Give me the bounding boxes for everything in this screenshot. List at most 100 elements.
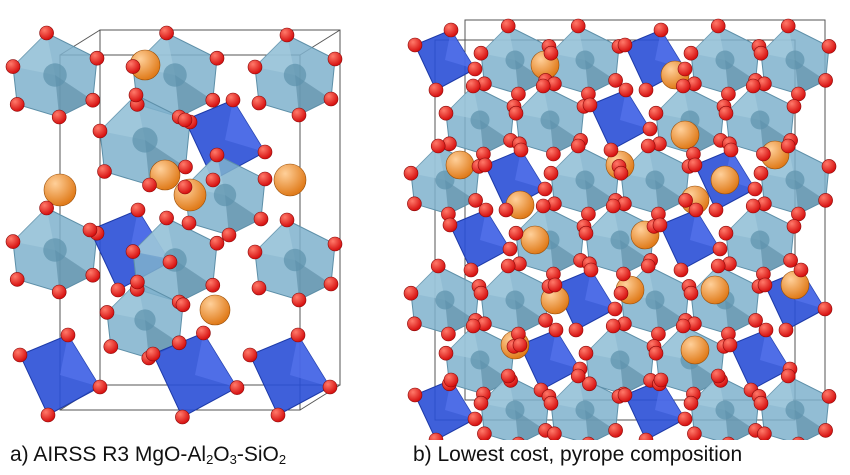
oxygen-atom xyxy=(570,368,586,384)
oxygen-atom xyxy=(443,22,459,38)
oxygen-atom xyxy=(723,142,739,158)
octahedron-a xyxy=(254,34,336,116)
mg-atom xyxy=(43,173,77,207)
oxygen-atom xyxy=(640,258,656,274)
oxygen-atom xyxy=(582,436,595,440)
oxygen-atom xyxy=(473,45,489,61)
oxygen-atom xyxy=(783,253,798,268)
oxygen-atom xyxy=(710,258,726,274)
oxygen-atom xyxy=(323,276,339,292)
oxygen-atom xyxy=(818,73,833,88)
structure-b-render xyxy=(403,18,837,440)
oxygen-atom xyxy=(753,165,769,181)
oxygen-atom xyxy=(708,202,724,218)
oxygen-atom xyxy=(51,284,67,300)
oxygen-atom xyxy=(535,198,551,214)
oxygen-atom xyxy=(718,225,734,241)
mg-atom xyxy=(520,225,550,255)
oxygen-atom xyxy=(638,432,654,440)
oxygen-atom xyxy=(82,222,98,238)
tetrahedron-a xyxy=(184,99,266,181)
oxygen-atom xyxy=(721,86,736,102)
oxygen-atom xyxy=(722,337,738,353)
tetrahedron-a xyxy=(249,334,331,416)
oxygen-atom xyxy=(85,92,101,108)
oxygen-atom xyxy=(502,241,518,257)
mg-atom xyxy=(710,165,740,195)
oxygen-atom xyxy=(85,267,101,283)
oxygen-atom xyxy=(508,105,524,121)
oxygen-atom xyxy=(428,82,444,98)
oxygen-atom xyxy=(209,147,225,163)
oxygen-atom xyxy=(780,368,796,384)
oxygen-atom xyxy=(616,266,631,282)
oxygen-atom xyxy=(653,372,669,388)
mg-atom xyxy=(273,163,307,197)
oxygen-atom xyxy=(171,335,187,351)
tetrahedron-b xyxy=(449,209,511,271)
oxygen-atom xyxy=(512,337,528,353)
oxygen-atom xyxy=(780,18,796,34)
oxygen-atom xyxy=(159,25,174,41)
oxygen-atom xyxy=(253,211,269,227)
mg-atom xyxy=(680,335,710,365)
oxygen-atom xyxy=(428,432,444,440)
oxygen-atom xyxy=(125,59,141,74)
oxygen-atom xyxy=(403,285,419,301)
oxygen-atom xyxy=(613,165,629,181)
oxygen-atom xyxy=(578,345,594,361)
octahedron-b xyxy=(760,25,830,95)
oxygen-atom xyxy=(92,123,108,139)
oxygen-atom xyxy=(687,426,702,440)
oxygen-atom xyxy=(543,395,559,411)
oxygen-atom xyxy=(651,326,666,342)
oxygen-atom xyxy=(247,244,263,260)
oxygen-atom xyxy=(546,146,561,162)
oxygen-atom xyxy=(607,301,623,317)
oxygen-atom xyxy=(9,97,25,112)
oxygen-atoms-a xyxy=(5,25,343,425)
oxygen-atom xyxy=(538,313,553,328)
polyhedra-a xyxy=(12,32,336,418)
oxygen-atom xyxy=(582,97,598,113)
oxygen-atom xyxy=(608,423,623,438)
oxygen-atom xyxy=(756,146,771,162)
oxygen-atom xyxy=(209,235,225,251)
oxygen-atom xyxy=(40,407,56,423)
oxygen-atom xyxy=(97,164,112,179)
octahedron-b xyxy=(620,145,690,215)
oxygen-atom xyxy=(511,86,526,102)
oxygen-atom xyxy=(710,18,726,34)
oxygen-atom xyxy=(758,322,774,338)
oxygen-atom xyxy=(251,95,267,111)
oxygen-atom xyxy=(821,39,837,54)
oxygen-atom xyxy=(617,387,633,403)
oxygen-atom xyxy=(221,227,237,243)
oxygen-atom xyxy=(60,327,76,343)
oxygen-atom xyxy=(327,51,343,67)
oxygen-atom xyxy=(675,78,691,94)
oxygen-atom xyxy=(442,217,458,233)
oxygen-atom xyxy=(39,25,54,41)
caption-a-sub2: 3 xyxy=(229,452,237,467)
oxygen-atom xyxy=(747,181,763,197)
oxygen-atom xyxy=(247,59,263,75)
oxygen-atom xyxy=(753,395,769,411)
oxygen-atom xyxy=(613,285,629,301)
oxygen-atom xyxy=(177,112,193,128)
oxygen-atom xyxy=(786,99,802,114)
oxygen-atom xyxy=(581,206,596,222)
oxygen-atom xyxy=(175,297,191,313)
octahedron-a xyxy=(12,32,98,118)
oxygen-atom xyxy=(642,121,658,137)
octahedron-b xyxy=(515,85,585,155)
caption-a-sub3: 2 xyxy=(278,452,287,467)
oxygen-atom xyxy=(608,73,623,88)
oxygen-atom xyxy=(722,436,735,440)
oxygen-atom xyxy=(322,379,338,395)
oxygen-atom xyxy=(543,45,559,61)
oxygen-atom xyxy=(467,61,483,77)
oxygen-atom xyxy=(279,212,295,228)
oxygen-atom xyxy=(570,138,586,154)
oxygen-atom xyxy=(548,322,564,338)
